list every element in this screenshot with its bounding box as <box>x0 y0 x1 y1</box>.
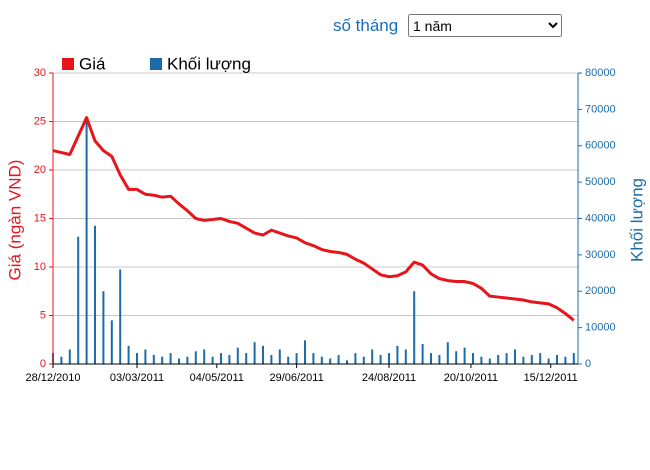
volume-bar <box>68 349 71 364</box>
volume-bar <box>144 349 147 364</box>
volume-bar <box>472 353 474 364</box>
y2-axis-label: Khối lượng <box>627 178 646 262</box>
volume-bar <box>119 269 122 364</box>
volume-bar <box>312 353 315 364</box>
volume-bar <box>480 356 483 364</box>
y-tick-label: 15 <box>34 212 46 224</box>
volume-bar <box>220 353 222 364</box>
volume-bar <box>136 353 138 364</box>
volume-bar <box>514 349 516 364</box>
y-tick-label: 20 <box>34 164 46 176</box>
volume-bar <box>371 349 374 364</box>
volume-bar <box>270 354 273 364</box>
volume-bar <box>295 353 298 364</box>
volume-bar <box>421 343 424 364</box>
volume-bar <box>556 354 558 364</box>
volume-bar <box>262 345 264 364</box>
x-tick-label: 15/12/2011 <box>524 372 578 384</box>
legend-label: Giá <box>79 54 106 73</box>
volume-bar <box>161 356 164 364</box>
y2-tick-label: 50000 <box>585 176 616 188</box>
legend-swatch <box>150 58 162 70</box>
volume-bar <box>362 356 365 364</box>
volume-bar <box>337 354 340 364</box>
chart: 0 5 10 15 20 25 30 0 10000 20000 30000 40000 50000 60… <box>5 54 646 384</box>
y-tick-label: 5 <box>40 309 46 321</box>
volume-bar <box>77 236 80 364</box>
volume-bar <box>287 356 290 364</box>
legend-label: Khối lượng <box>167 54 251 73</box>
volume-bar <box>547 358 550 364</box>
y2-tick-label: 70000 <box>585 103 616 115</box>
volume-bar <box>430 353 432 364</box>
y2-tick-label: 80000 <box>585 67 616 79</box>
y2-tick-label: 40000 <box>585 212 616 224</box>
volume-bar <box>463 347 466 364</box>
y2-tick-label: 60000 <box>585 140 616 152</box>
volume-bar <box>455 351 458 364</box>
page: số tháng 1 năm 0 5 10 15 20 25 30 0 10000 20000 30… <box>5 14 647 384</box>
volume-bar <box>539 353 542 364</box>
volume-bar <box>497 354 500 364</box>
price-line <box>52 116 575 322</box>
volume-bar <box>346 360 348 364</box>
volume-bar <box>186 356 189 364</box>
volume-bar <box>94 225 96 364</box>
volume-bar <box>228 354 231 364</box>
volume-bar <box>127 345 130 364</box>
volume-bar <box>152 354 155 364</box>
volume-bar <box>169 353 172 364</box>
volume-bar <box>388 353 390 364</box>
volume-bar <box>203 349 206 364</box>
volume-bar <box>379 354 382 364</box>
volume-bar <box>85 120 88 364</box>
volume-bar <box>396 345 399 364</box>
volume-bar <box>110 320 113 364</box>
volume-bar <box>194 351 197 364</box>
volume-bar <box>102 291 105 364</box>
x-tick-label: 04/05/2011 <box>190 372 244 384</box>
y2-tick-label: 20000 <box>585 285 616 297</box>
y-tick-label: 10 <box>34 261 46 273</box>
y2-tick-label: 0 <box>585 358 591 370</box>
volume-bar <box>488 358 491 364</box>
volume-bar <box>329 358 332 364</box>
volume-bar <box>178 358 180 364</box>
volume-bar <box>278 349 281 364</box>
volume-bar <box>354 353 357 364</box>
volume-bar <box>522 356 525 364</box>
x-tick-label: 20/10/2011 <box>444 372 498 384</box>
y2-tick-label: 10000 <box>585 322 616 334</box>
x-tick-label: 03/03/2011 <box>110 372 164 384</box>
volume-bar <box>304 340 306 364</box>
y-tick-label: 30 <box>34 67 46 79</box>
volume-bar <box>211 356 214 364</box>
volume-bar <box>320 356 323 364</box>
volume-bar <box>236 347 239 364</box>
volume-bar <box>505 353 508 364</box>
volume-bar <box>245 353 248 364</box>
months-select[interactable]: 1 năm <box>408 14 562 37</box>
volume-bar <box>60 356 63 364</box>
volume-bar <box>404 349 407 364</box>
volume-bar <box>564 356 567 364</box>
volume-bar <box>413 291 416 364</box>
y-tick-label: 25 <box>34 115 46 127</box>
x-tick-label: 28/12/2010 <box>25 372 80 384</box>
y2-tick-label: 30000 <box>585 249 616 261</box>
volume-bar <box>253 342 256 364</box>
volume-bar <box>530 354 533 364</box>
volume-bar <box>446 342 449 364</box>
x-tick-label: 29/06/2011 <box>269 372 323 384</box>
y-tick-label: 0 <box>40 358 46 370</box>
legend-swatch <box>62 58 74 70</box>
volume-bar <box>438 354 441 364</box>
x-tick-label: 24/08/2011 <box>362 372 416 384</box>
y-axis-label: Giá (ngàn VND) <box>5 160 24 281</box>
months-label: số tháng <box>333 16 399 35</box>
volume-bar <box>572 353 575 364</box>
